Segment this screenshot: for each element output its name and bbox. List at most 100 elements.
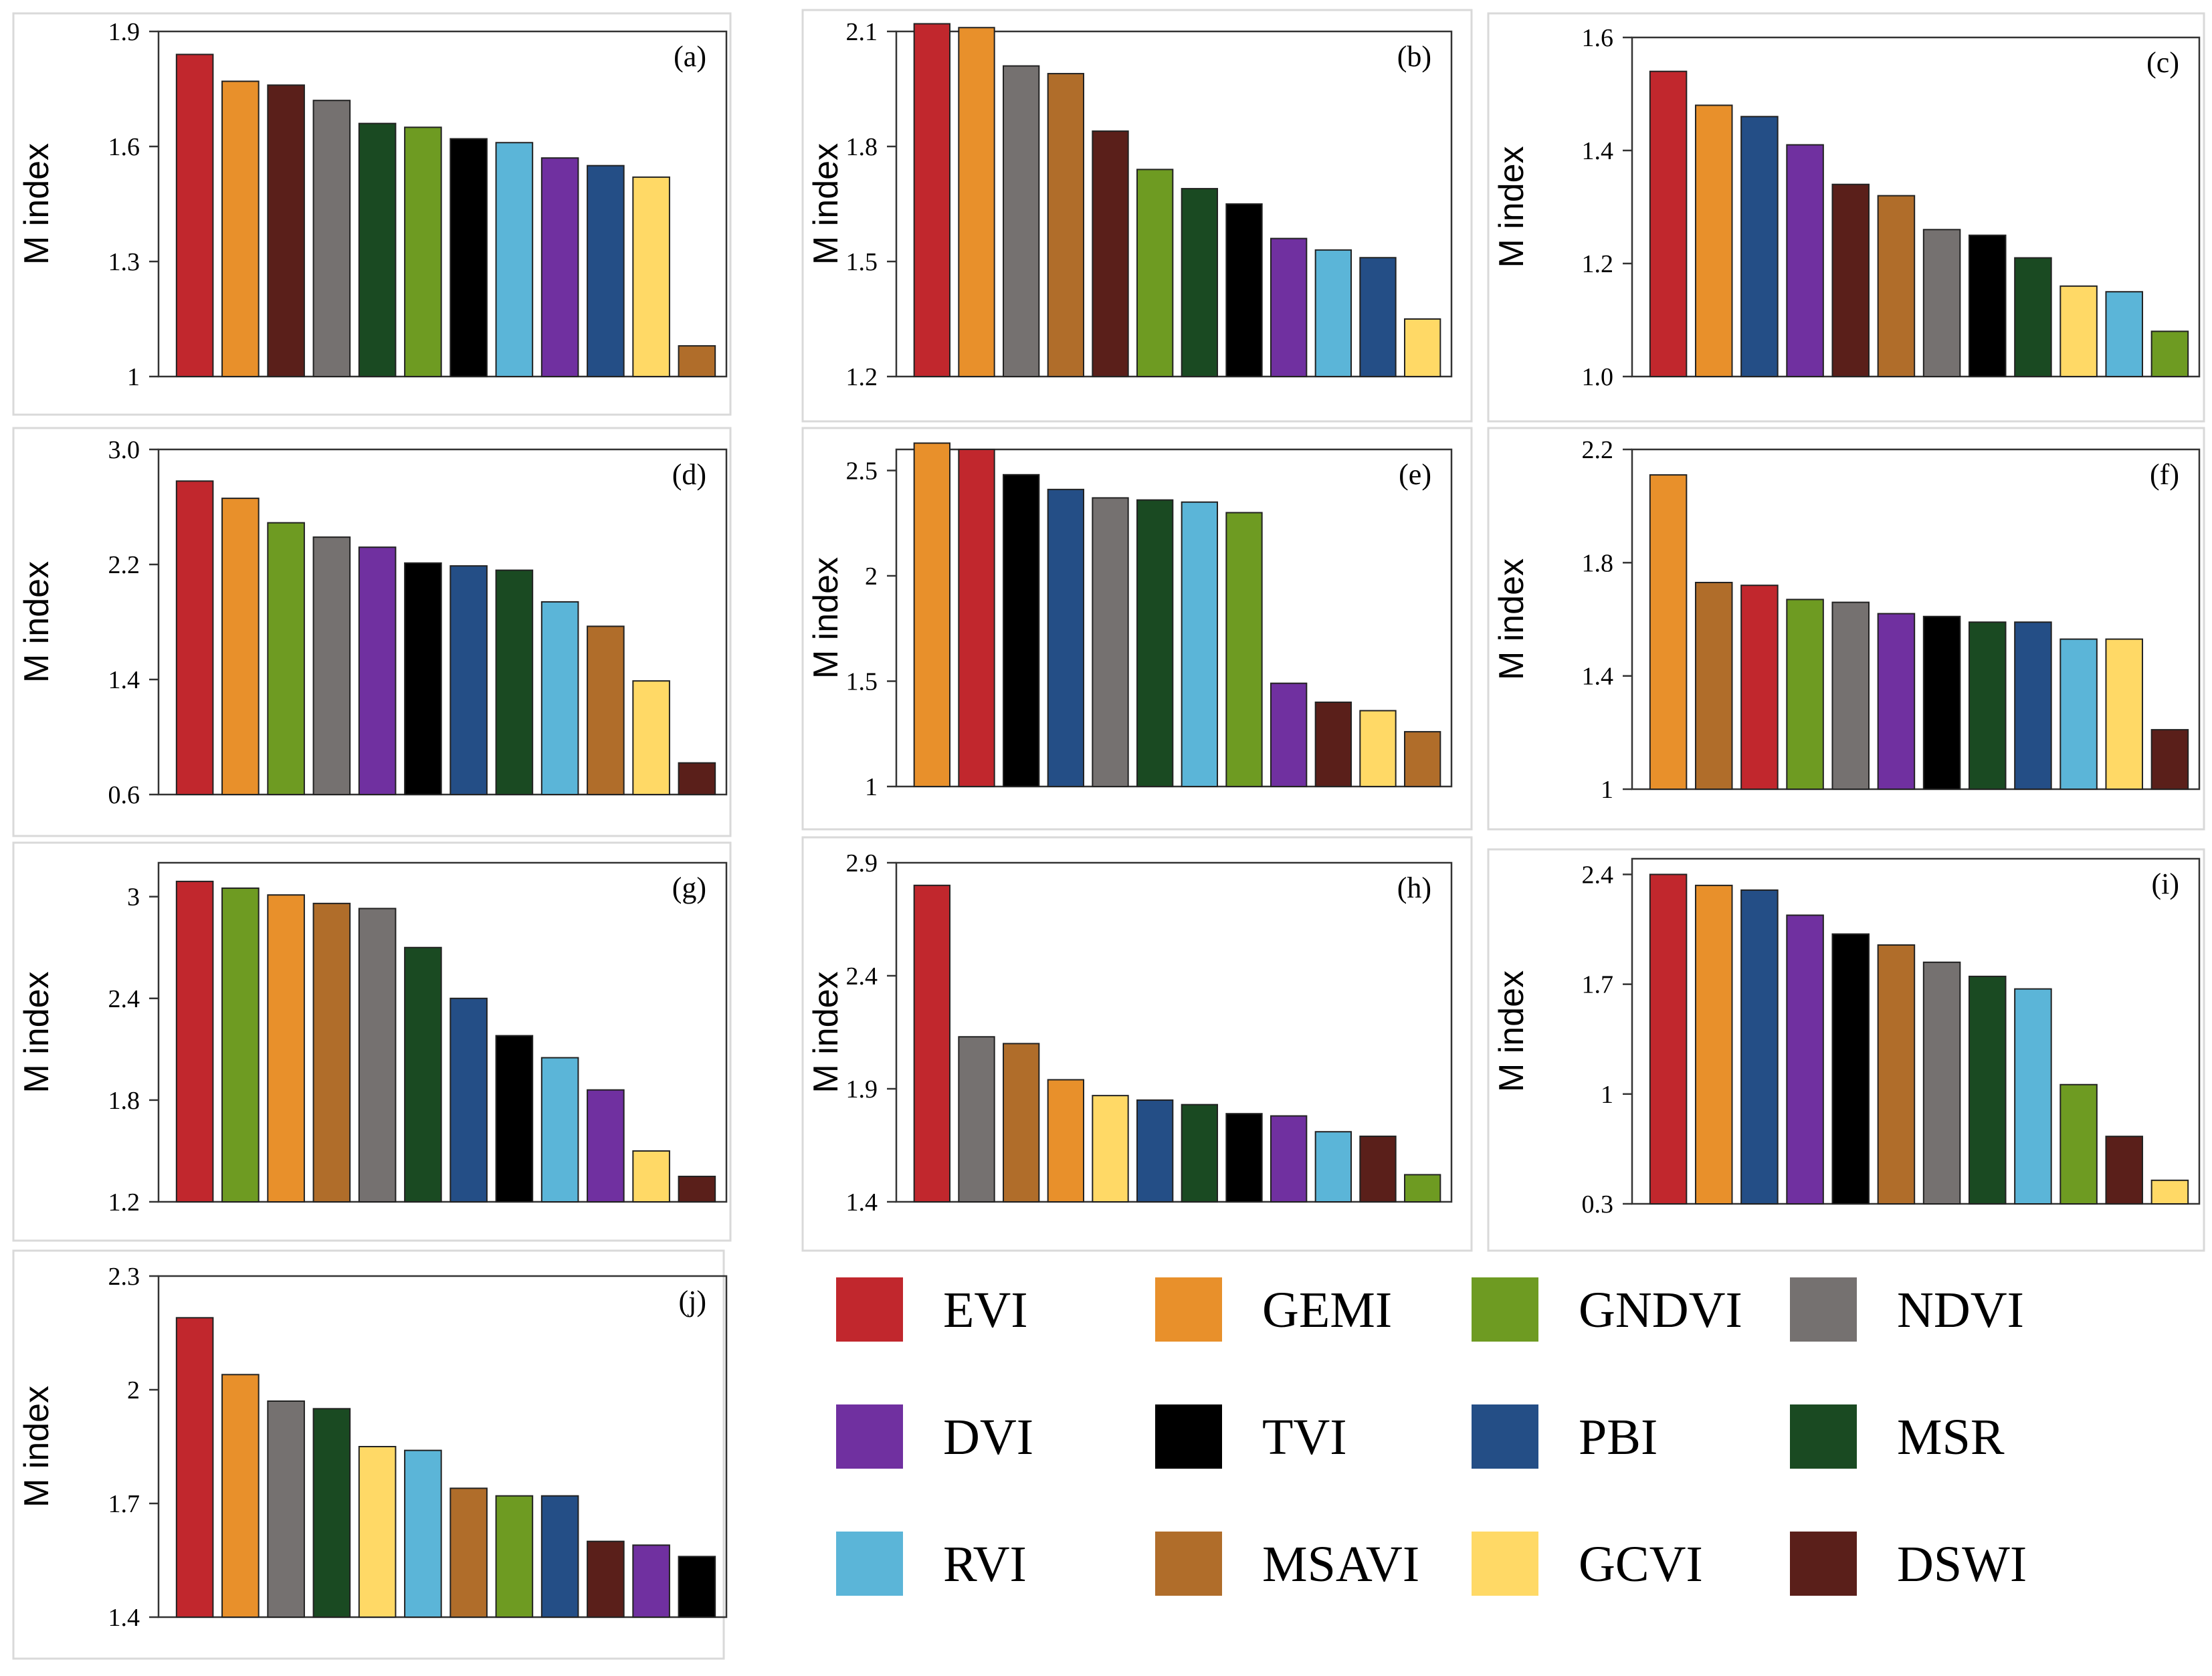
- panel-outer-frame: [801, 427, 1473, 831]
- y-axis-label: M index: [1492, 558, 1531, 680]
- bar-dswi: [1831, 183, 1870, 377]
- bar-dswi: [2150, 729, 2189, 790]
- legend-label: MSR: [1897, 1409, 2005, 1465]
- plot-frame: [1631, 448, 2201, 791]
- bar-evi: [913, 23, 950, 378]
- y-tick-label: 2.1: [846, 18, 878, 46]
- bar-gcvi: [358, 1446, 397, 1618]
- bar-msavi: [1404, 731, 1441, 787]
- panel-label: (g): [672, 871, 706, 904]
- bar-gndvi: [2059, 1083, 2098, 1205]
- y-tick-label: 1.2: [1582, 250, 1614, 278]
- bar-tvi: [1225, 203, 1263, 377]
- bar-gemi: [1649, 474, 1688, 790]
- y-axis-label: M index: [807, 971, 845, 1093]
- bar-gndvi: [404, 126, 442, 377]
- bar-evi: [1740, 585, 1779, 790]
- bar-ndvi: [1003, 65, 1040, 377]
- y-tick-label: 2.2: [1582, 436, 1614, 464]
- bar-dswi: [1092, 130, 1129, 377]
- bar-pbi: [2014, 621, 2052, 790]
- bar-evi: [913, 884, 950, 1203]
- bar-msr: [2014, 257, 2052, 377]
- y-tick-label: 1.4: [1582, 663, 1614, 691]
- legend-swatch: [1155, 1532, 1222, 1596]
- bar-ndvi: [267, 1400, 305, 1618]
- legend-swatch: [836, 1404, 903, 1469]
- bar-tvi: [678, 1556, 716, 1618]
- bar-evi: [1649, 873, 1688, 1205]
- legend-item-pbi: PBI: [1472, 1404, 1657, 1469]
- bar-rvi: [1314, 249, 1352, 377]
- bar-msavi: [449, 1487, 488, 1618]
- bar-gemi: [958, 27, 995, 378]
- y-tick-label: 2.4: [846, 962, 878, 990]
- bar-rvi: [540, 1057, 579, 1203]
- plot-frame: [1631, 36, 2201, 378]
- legend-label: NDVI: [1897, 1282, 2024, 1338]
- panel-label: (b): [1397, 40, 1431, 73]
- bar-dvi: [587, 1089, 625, 1202]
- bar-evi: [1649, 70, 1688, 377]
- plot-frame: [157, 861, 728, 1203]
- y-tick-label: 1.4: [846, 1188, 878, 1217]
- y-tick-label: 2.4: [108, 985, 140, 1013]
- bar-rvi: [2105, 291, 2144, 377]
- bar-gndvi: [2150, 330, 2189, 377]
- y-axis-label: M index: [17, 1386, 56, 1507]
- panel-outer-frame: [1487, 427, 2205, 831]
- bar-dswi: [1359, 1135, 1397, 1202]
- panel-label: (c): [2146, 46, 2179, 79]
- bar-msavi: [1694, 581, 1733, 790]
- y-tick-label: 1.6: [1582, 24, 1614, 52]
- legend-swatch: [1472, 1532, 1538, 1596]
- bar-gemi: [221, 80, 260, 378]
- y-tick-label: 0.3: [1582, 1190, 1614, 1219]
- bar-tvi: [404, 562, 442, 795]
- panel-outer-frame: [1487, 12, 2205, 423]
- bar-ndvi: [958, 1036, 995, 1203]
- legend-swatch: [1790, 1277, 1857, 1342]
- legend-swatch: [1790, 1532, 1857, 1596]
- legend-label: DVI: [943, 1409, 1033, 1465]
- y-tick-label: 1.8: [846, 133, 878, 161]
- bar-msavi: [1877, 944, 1916, 1204]
- legend-swatch: [1472, 1404, 1538, 1469]
- bar-msr: [1136, 499, 1174, 787]
- y-tick-label: 1.4: [108, 666, 140, 694]
- bar-gemi: [221, 1374, 260, 1618]
- bar-msavi: [678, 345, 716, 378]
- bar-gcvi: [1092, 1095, 1129, 1203]
- chart-panel-e: 1 1.5 2 2.5 M index (e): [801, 427, 1473, 831]
- panel-label: (d): [672, 458, 706, 491]
- bar-evi: [175, 880, 214, 1202]
- y-axis-label: M index: [1492, 146, 1531, 268]
- bar-msr: [358, 122, 397, 377]
- y-tick-label: 1.3: [108, 248, 140, 276]
- chart-panel-a: 1 1.3 1.6 1.9 M index (a): [12, 12, 732, 416]
- bar-msavi: [312, 902, 351, 1202]
- y-tick-label: 3.0: [108, 436, 140, 464]
- legend-label: PBI: [1579, 1409, 1657, 1465]
- bar-tvi: [1225, 1113, 1263, 1203]
- bar-gemi: [267, 894, 305, 1203]
- bar-ndvi: [312, 536, 351, 796]
- bar-dvi: [1270, 682, 1308, 788]
- y-tick-label: 2.4: [1582, 861, 1614, 889]
- legend-item-rvi: RVI: [836, 1532, 1027, 1596]
- y-tick-label: 1: [1601, 1081, 1613, 1109]
- bar-msr: [495, 569, 534, 795]
- bar-ndvi: [1922, 961, 1961, 1205]
- legend-item-ndvi: NDVI: [1790, 1277, 2024, 1342]
- legend-label: GCVI: [1579, 1536, 1703, 1592]
- bar-gemi: [221, 498, 260, 795]
- bar-ndvi: [1092, 497, 1129, 787]
- bar-msr: [1968, 621, 2007, 790]
- y-axis-label: M index: [17, 561, 56, 683]
- bar-gemi: [913, 442, 950, 787]
- legend-label: TVI: [1262, 1409, 1347, 1465]
- bar-dvi: [632, 1544, 670, 1618]
- chart-panel-d: 0.6 1.4 2.2 3.0 M index (d): [12, 427, 732, 837]
- bar-gcvi: [2150, 1179, 2189, 1205]
